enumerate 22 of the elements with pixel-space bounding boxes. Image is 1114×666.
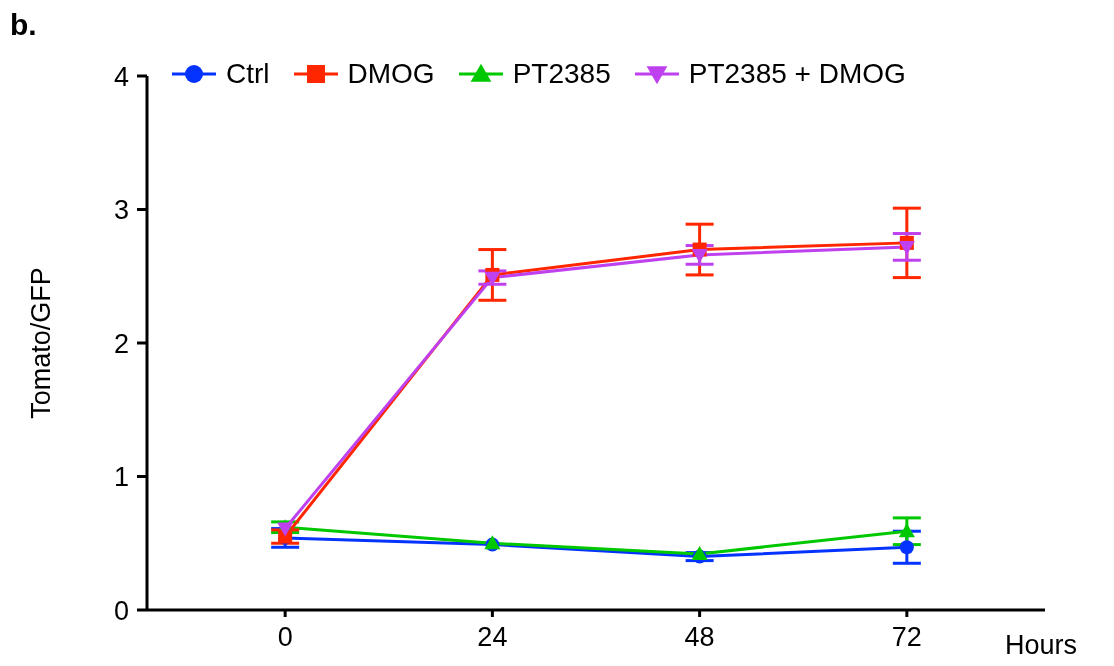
x-tick-label: 48 (684, 622, 715, 653)
y-axis-title: Tomato/GFP (25, 267, 56, 419)
point (691, 545, 708, 560)
point (898, 523, 915, 538)
legend-label: PT2385 + DMOG (688, 58, 906, 90)
y-tick-label: 1 (113, 462, 129, 493)
x-tick-label: 0 (277, 622, 293, 653)
x-tick-label: 72 (891, 622, 922, 653)
point (899, 540, 914, 555)
y-tick-label: 0 (113, 595, 129, 626)
y-tick-label: 2 (113, 328, 129, 359)
legend-label: Ctrl (226, 58, 270, 90)
point (898, 240, 915, 255)
y-tick-label: 4 (113, 61, 129, 92)
legend-label: PT2385 (512, 58, 611, 90)
x-axis-title: Hours (1005, 630, 1078, 660)
legend-label: DMOG (347, 58, 435, 90)
point (484, 271, 501, 286)
y-tick-label: 3 (113, 195, 129, 226)
x-tick-label: 24 (477, 622, 508, 653)
point (691, 248, 708, 263)
text: b. (10, 8, 37, 42)
